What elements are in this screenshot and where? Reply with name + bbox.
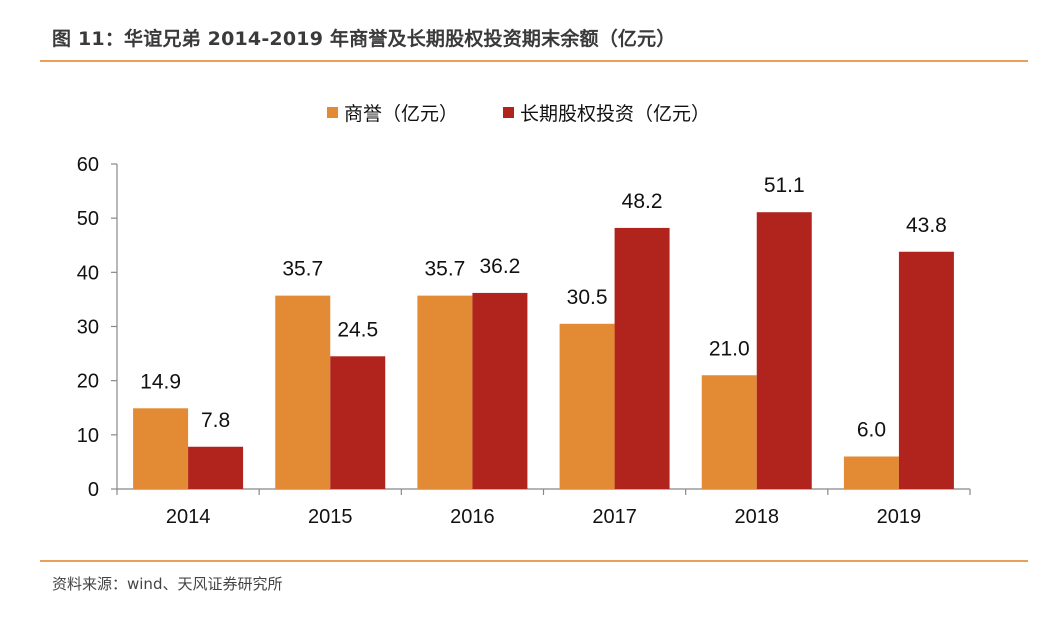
legend-swatch bbox=[503, 107, 514, 118]
bar-equity-investment bbox=[472, 292, 528, 489]
bar-goodwill bbox=[417, 295, 473, 489]
data-label: 14.9 bbox=[140, 370, 181, 393]
data-labels: 14.9 7.8 35.7 24.5 35.7 36.2 30.5 48.2 21.0 51.1 6… bbox=[140, 174, 947, 441]
bar-equity-investment bbox=[756, 212, 812, 490]
bar-goodwill bbox=[559, 323, 615, 489]
data-label: 43.8 bbox=[906, 214, 947, 237]
legend: 商誉（亿元） 长期股权投资（亿元） bbox=[327, 103, 710, 125]
data-label: 48.2 bbox=[622, 190, 663, 213]
x-tick-label: 2015 bbox=[308, 506, 353, 528]
figure-title: 图 11：华谊兄弟 2014-2019 年商誉及长期股权投资期末余额（亿元） bbox=[52, 28, 676, 50]
y-tick-label: 20 bbox=[77, 371, 99, 393]
axes: 0 10 20 30 40 50 60 2014 2015 2016 2017 2018 2019 bbox=[77, 154, 971, 528]
x-tick-label: 2018 bbox=[735, 506, 780, 528]
y-tick-label: 10 bbox=[77, 425, 99, 447]
data-label: 36.2 bbox=[479, 255, 520, 278]
y-tick-label: 30 bbox=[77, 317, 99, 339]
data-label: 51.1 bbox=[764, 174, 805, 197]
data-label: 24.5 bbox=[337, 318, 378, 341]
legend-swatch bbox=[327, 107, 338, 118]
source-divider bbox=[40, 560, 1028, 562]
x-tick-label: 2016 bbox=[450, 506, 495, 528]
title-divider bbox=[40, 60, 1028, 62]
data-label: 35.7 bbox=[424, 258, 465, 281]
source-note: 资料来源：wind、天风证券研究所 bbox=[52, 575, 283, 593]
data-label: 6.0 bbox=[857, 419, 886, 442]
bar-goodwill bbox=[275, 295, 331, 489]
legend-label: 商誉（亿元） bbox=[344, 103, 458, 125]
y-tick-label: 60 bbox=[77, 154, 99, 176]
bar-goodwill bbox=[701, 375, 757, 489]
y-tick-label: 40 bbox=[77, 262, 99, 284]
y-tick-label: 0 bbox=[88, 479, 99, 501]
x-tick-label: 2019 bbox=[877, 506, 922, 528]
bar-equity-investment bbox=[614, 227, 670, 489]
bar-goodwill bbox=[133, 408, 189, 489]
x-tick-label: 2017 bbox=[592, 506, 637, 528]
data-label: 30.5 bbox=[567, 286, 608, 309]
bar-equity-investment bbox=[188, 446, 244, 489]
x-tick-label: 2014 bbox=[166, 506, 211, 528]
data-label: 7.8 bbox=[201, 409, 230, 432]
bar-equity-investment bbox=[330, 356, 386, 489]
bar-goodwill bbox=[843, 456, 899, 489]
data-label: 35.7 bbox=[282, 258, 323, 281]
data-label: 21.0 bbox=[709, 337, 750, 360]
bars bbox=[133, 212, 954, 490]
legend-label: 长期股权投资（亿元） bbox=[520, 103, 710, 125]
bar-equity-investment bbox=[898, 251, 954, 489]
y-tick-label: 50 bbox=[77, 208, 99, 230]
